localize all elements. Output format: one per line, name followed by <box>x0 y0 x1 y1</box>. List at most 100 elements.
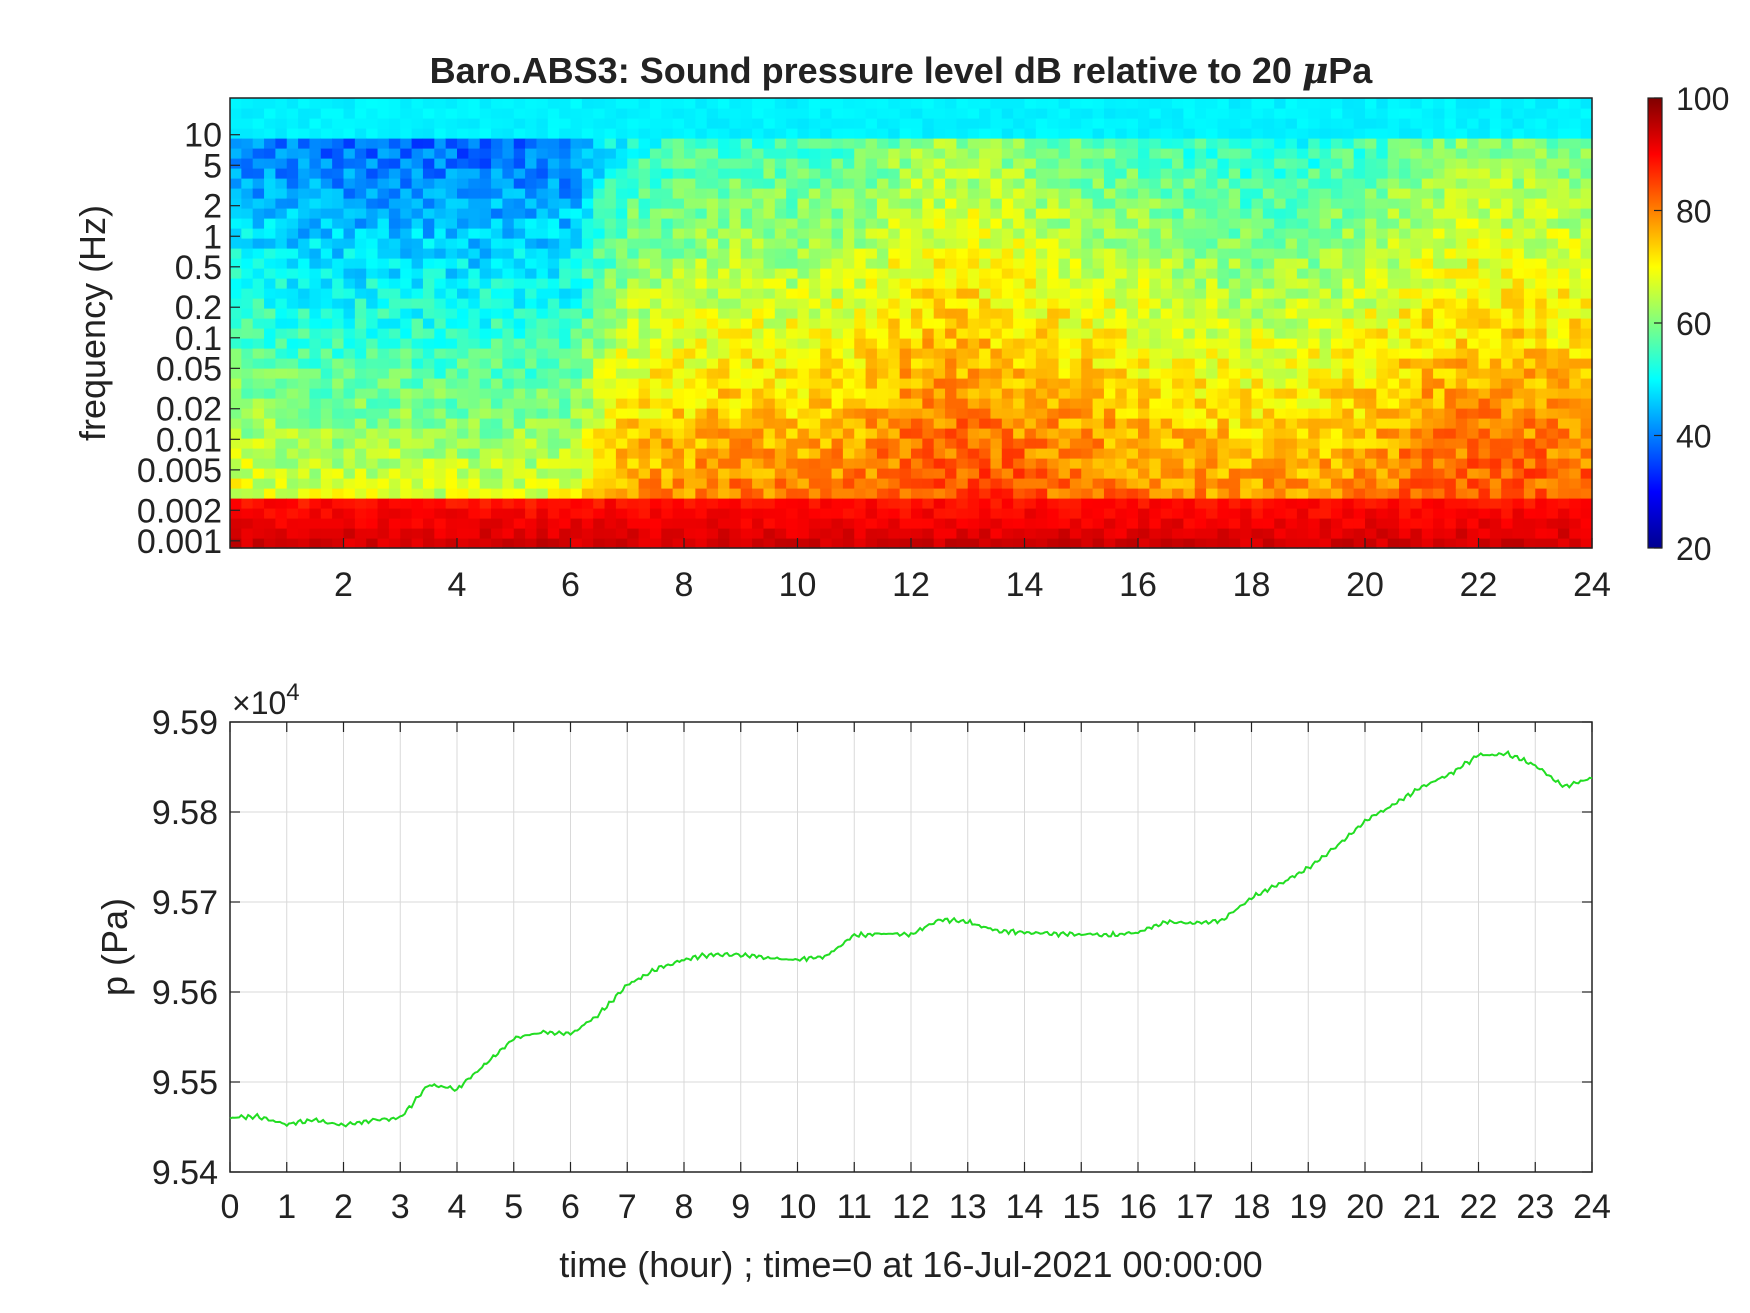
spectrogram-cell <box>1228 538 1241 549</box>
spectrogram-cell <box>1353 158 1366 169</box>
spectrogram-cell <box>547 228 560 239</box>
spectrogram-cell <box>241 538 254 549</box>
spectrogram-cell <box>286 288 299 299</box>
spectrogram-cell <box>661 448 674 459</box>
spectrogram-cell <box>1069 268 1082 279</box>
spectrogram-cell <box>377 118 390 129</box>
spectrogram-cell <box>502 318 515 329</box>
spectrogram-cell <box>956 418 969 429</box>
spectrogram-cell <box>752 278 765 289</box>
spectrogram-cell <box>1081 158 1094 169</box>
spectrogram-cell <box>366 538 379 549</box>
spectrogram-cell <box>366 98 379 109</box>
spectrogram-cell <box>513 468 526 479</box>
spectrogram-cell <box>627 378 640 389</box>
spectrogram-cell <box>411 208 424 219</box>
spectrogram-cell <box>1399 358 1411 369</box>
spectrogram-cell <box>854 478 867 489</box>
spectrogram-cell <box>559 528 572 539</box>
spectrogram-cell <box>1376 408 1389 419</box>
spectrogram-cell <box>559 498 572 509</box>
spectrogram-cell <box>649 268 662 279</box>
spectrogram-cell <box>1285 428 1298 439</box>
spectrogram-cell <box>627 458 640 469</box>
spectrogram-cell <box>1399 168 1411 179</box>
spectrogram-cell <box>1160 388 1173 399</box>
spectrogram-cell <box>411 248 424 259</box>
spectrogram-cell <box>468 378 481 389</box>
spectrogram-cell <box>842 298 855 309</box>
spectrogram-cell <box>1194 238 1207 249</box>
spectrogram-cell <box>525 538 538 549</box>
spectrogram-cell <box>979 298 992 309</box>
spectrogram-cell <box>411 378 424 389</box>
spectrogram-cell <box>684 108 696 119</box>
spectrogram-cell <box>502 308 515 319</box>
spectrogram-cell <box>1274 318 1287 329</box>
spectrogram-cell <box>1126 168 1139 179</box>
spectrogram-cell <box>684 188 696 199</box>
spectrogram-cell <box>570 398 583 409</box>
spectrogram-cell <box>286 208 299 219</box>
spectrogram-cell <box>1024 98 1037 109</box>
spectrogram-cell <box>1138 458 1150 469</box>
spectrogram-cell <box>1069 338 1082 349</box>
spectrogram-cell <box>1138 158 1150 169</box>
spectrogram-cell <box>1228 218 1241 229</box>
spectrogram-cell <box>615 478 628 489</box>
spectrogram-cell <box>309 478 322 489</box>
spectrogram-cell <box>241 458 254 469</box>
spectrogram-cell <box>945 438 957 449</box>
spectrogram-cell <box>479 288 492 299</box>
spectrogram-cell <box>343 488 356 499</box>
spectrogram-cell <box>1001 458 1014 469</box>
spectrogram-cell <box>445 358 458 369</box>
spectrogram-cell <box>820 188 833 199</box>
spectrogram-cell <box>1251 188 1264 199</box>
spectrogram-cell <box>1081 498 1094 509</box>
spectrogram-cell <box>1035 348 1048 359</box>
spectrogram-cell <box>1206 238 1219 249</box>
spectrogram-cell <box>1353 248 1366 259</box>
spectrogram-cell <box>547 538 560 549</box>
spectrogram-cell <box>422 238 435 249</box>
spectrogram-cell <box>604 498 617 509</box>
spectrogram-cell <box>933 408 946 419</box>
spectrogram-cell <box>797 218 810 229</box>
spectrogram-cell <box>1047 248 1060 259</box>
spectrogram-cell <box>1467 258 1480 269</box>
spectrogram-cell <box>1228 208 1241 219</box>
spectrogram-cell <box>1262 408 1275 419</box>
spectrogram-cell <box>1126 388 1139 399</box>
spectrogram-cell <box>820 398 833 409</box>
spectrogram-cell <box>1262 448 1275 459</box>
spectrogram-cell <box>1342 428 1355 439</box>
spectrogram-cell <box>979 408 992 419</box>
spectrogram-cell <box>1194 418 1207 429</box>
spectrogram-cell <box>298 178 311 189</box>
spectrogram-cell <box>1194 298 1207 309</box>
spectrogram-cell <box>536 538 549 549</box>
spectrogram-cell <box>911 388 923 399</box>
spectrogram-cell <box>1455 288 1468 299</box>
spectrogram-cell <box>1410 478 1423 489</box>
spectrogram-cell <box>230 498 242 509</box>
spectrogram-cell <box>854 258 867 269</box>
spectrogram-cell <box>354 508 367 519</box>
spectrogram-cell <box>922 148 935 159</box>
spectrogram-cell <box>1251 518 1264 529</box>
spectrogram-cell <box>377 278 390 289</box>
spectrogram-cell <box>763 438 776 449</box>
spectrogram-cell <box>967 408 980 419</box>
spectrogram-cell <box>1387 518 1400 529</box>
spectrogram-cell <box>1013 378 1026 389</box>
spectrogram-cell <box>1001 368 1014 379</box>
spectrogram-cell <box>956 108 969 119</box>
spectrogram-cell <box>570 528 583 539</box>
spectrogram-cell <box>752 488 765 499</box>
spectrogram-cell <box>1387 408 1400 419</box>
spectrogram-cell <box>604 408 617 419</box>
spectrogram-cell <box>275 198 288 209</box>
spectrogram-cell <box>1274 488 1287 499</box>
spectrogram-cell <box>797 408 810 419</box>
